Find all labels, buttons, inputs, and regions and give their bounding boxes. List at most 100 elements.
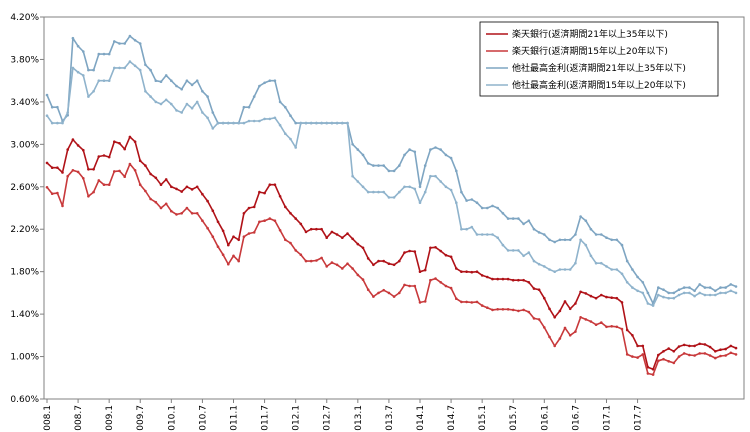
data-point — [403, 185, 406, 189]
data-point — [361, 185, 365, 189]
data-point — [568, 307, 572, 311]
data-point — [170, 185, 173, 189]
data-point — [486, 275, 489, 279]
data-point — [201, 111, 204, 114]
data-point — [734, 353, 738, 356]
data-point — [631, 355, 634, 358]
data-point — [356, 180, 360, 183]
data-point — [387, 196, 391, 199]
data-point — [216, 121, 220, 125]
data-point — [631, 286, 634, 289]
data-point — [320, 121, 323, 125]
legend-label-0: 楽天銀行(返済期間21年以上35年以下) — [512, 28, 668, 40]
data-point — [548, 335, 551, 339]
data-point — [123, 42, 126, 45]
data-point — [76, 70, 80, 74]
data-point — [708, 345, 712, 349]
data-point — [600, 233, 603, 236]
data-point — [61, 204, 64, 208]
data-point — [221, 121, 225, 125]
data-point — [511, 278, 515, 282]
data-point — [66, 111, 69, 114]
data-point — [703, 343, 707, 346]
data-point — [341, 236, 344, 239]
data-point — [600, 261, 603, 265]
data-point — [128, 60, 132, 63]
data-point — [574, 302, 577, 305]
data-point — [589, 320, 593, 323]
data-point — [605, 325, 608, 329]
data-point — [646, 372, 650, 375]
data-point — [242, 121, 246, 125]
data-point — [548, 268, 551, 271]
data-point — [418, 301, 422, 304]
data-point — [356, 148, 360, 151]
data-point — [553, 344, 556, 348]
data-point — [543, 265, 546, 268]
data-point — [470, 225, 474, 229]
data-point — [579, 316, 582, 319]
data-point — [517, 249, 520, 252]
data-point — [537, 288, 541, 292]
data-point — [429, 246, 432, 250]
data-point — [688, 286, 691, 289]
data-point — [190, 188, 194, 191]
data-point — [377, 164, 380, 167]
data-point — [372, 263, 375, 267]
data-point — [677, 293, 681, 297]
data-point — [657, 353, 660, 357]
data-point — [511, 308, 515, 312]
data-point — [133, 64, 137, 68]
data-point — [294, 146, 298, 149]
data-point — [56, 121, 59, 125]
data-point — [299, 222, 303, 226]
data-point — [605, 265, 608, 268]
data-point — [190, 212, 194, 215]
data-point — [170, 79, 173, 82]
data-point — [268, 183, 272, 186]
data-point — [625, 259, 629, 263]
data-point — [429, 148, 432, 151]
data-point — [584, 243, 588, 247]
data-point — [517, 278, 520, 282]
data-point — [164, 98, 168, 102]
data-point — [444, 284, 448, 288]
data-point — [688, 344, 691, 348]
data-point — [662, 295, 665, 299]
data-point — [527, 219, 531, 222]
data-point — [61, 121, 64, 125]
data-point — [227, 262, 230, 266]
data-point — [646, 365, 650, 369]
data-point — [107, 52, 111, 56]
data-point — [522, 308, 525, 312]
data-point — [232, 235, 235, 238]
data-point — [102, 154, 106, 157]
y-tick-label: 2.20% — [10, 225, 39, 235]
x-tick-label: 014.1 — [416, 405, 426, 431]
data-point — [657, 293, 660, 297]
data-point — [548, 307, 551, 311]
data-point — [284, 205, 287, 209]
data-point — [149, 95, 152, 98]
data-point — [641, 281, 645, 284]
data-point — [672, 350, 676, 353]
data-point — [677, 288, 681, 292]
data-point — [50, 192, 54, 195]
data-point — [522, 222, 525, 226]
data-point — [325, 121, 329, 125]
data-point — [211, 209, 215, 212]
data-point — [579, 238, 582, 242]
data-point — [335, 233, 339, 236]
data-point — [377, 190, 380, 194]
data-point — [330, 230, 334, 234]
data-point — [672, 296, 676, 300]
data-point — [563, 300, 567, 303]
data-point — [315, 121, 318, 125]
data-point — [413, 250, 417, 253]
data-point — [491, 277, 494, 281]
data-point — [455, 169, 458, 173]
data-point — [361, 246, 365, 250]
data-point — [657, 286, 660, 289]
data-point — [195, 212, 199, 215]
data-point — [651, 373, 655, 376]
